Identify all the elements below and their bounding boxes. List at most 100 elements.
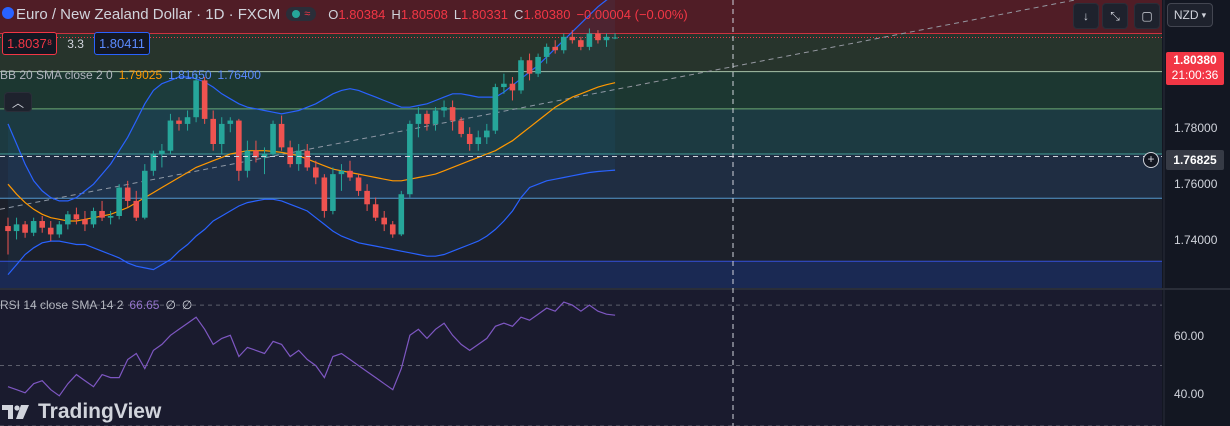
candle-body — [381, 217, 387, 225]
chevron-down-icon: ▾ — [1201, 9, 1207, 20]
candle-body — [398, 194, 405, 235]
candle-body — [355, 177, 362, 191]
bb-upper-value: 1.81650 — [168, 68, 212, 82]
tradingview-logo-icon — [2, 405, 29, 419]
candle-body — [201, 80, 208, 119]
candle-body — [270, 123, 276, 155]
candle-body — [47, 227, 54, 235]
candle-body — [321, 177, 328, 211]
candle-body — [287, 147, 293, 165]
bb-fill — [8, 0, 616, 275]
add-alert-button[interactable]: + — [1143, 152, 1159, 168]
candle-body — [236, 120, 242, 171]
maximize-icon: ▢ — [1141, 9, 1153, 23]
candle-body — [142, 170, 148, 218]
rsi-name: RSI 14 close SMA 14 2 — [0, 298, 124, 312]
plus-circle-icon: + — [1147, 152, 1155, 166]
candle-body — [99, 210, 105, 218]
candle-body — [313, 167, 319, 178]
spread-value: 3.3 — [67, 36, 84, 51]
current-price-value: 1.80380 — [1173, 53, 1217, 67]
price-zone — [0, 0, 1162, 34]
candle-body — [492, 87, 499, 131]
candle-body — [193, 80, 199, 118]
candle-body — [526, 60, 533, 74]
rsi-legend[interactable]: RSI 14 close SMA 14 2 66.65 ∅ ∅ — [0, 298, 192, 312]
candle-body — [603, 36, 610, 41]
candle-body — [82, 219, 88, 225]
arrow-down-icon: ↓ — [1083, 9, 1089, 23]
trade-panel: 1.8037⁸ 3.3 1.80411 — [2, 32, 150, 55]
symbol-icon[interactable] — [2, 7, 14, 19]
candle-body — [535, 56, 541, 74]
price-axis-label: 1.74000 — [1174, 233, 1218, 247]
currency-button[interactable]: NZD ▾ — [1167, 3, 1213, 27]
current-price-label: 1.80380 21:00:36 — [1166, 52, 1224, 85]
candle-body — [22, 224, 28, 233]
candle-body — [475, 137, 482, 144]
candle-body — [210, 118, 216, 144]
candle-body — [552, 46, 558, 51]
candle-body — [90, 210, 97, 225]
bb-lower-line — [7, 169, 616, 275]
candle-body — [150, 154, 157, 171]
tradingview-logo[interactable]: TradingView — [2, 400, 161, 424]
candle-body — [65, 214, 71, 225]
candle-body — [116, 187, 122, 216]
sell-button[interactable]: 1.8037⁸ — [2, 32, 58, 55]
candle-body — [133, 200, 140, 218]
rsi-value: 66.65 — [129, 298, 160, 312]
candle-body — [30, 221, 37, 233]
candle-body — [389, 224, 396, 235]
rsi-axis-label: 60.00 — [1174, 329, 1205, 343]
bb-legend[interactable]: BB 20 SMA close 2 0 1.79025 1.81650 1.76… — [0, 68, 261, 82]
candle-body — [330, 174, 336, 211]
rsi-empty-2: ∅ — [181, 298, 193, 312]
buy-button[interactable]: 1.80411 — [93, 32, 150, 55]
scroll-down-button[interactable]: ↓ — [1073, 3, 1099, 29]
maximize-button[interactable]: ▢ — [1134, 3, 1160, 29]
collapse-legend-button[interactable]: ︿ — [4, 92, 32, 112]
candle-body — [466, 133, 473, 144]
market-open-dot-icon — [292, 10, 301, 18]
market-status[interactable]: ≈ — [286, 7, 317, 21]
candle-body — [124, 187, 131, 201]
price-zone — [0, 154, 1162, 199]
price-zone — [0, 198, 1162, 262]
price-zone — [0, 261, 1162, 288]
candle-body — [424, 113, 430, 124]
candle-body — [509, 83, 516, 91]
candle-body — [595, 33, 601, 41]
candle-body — [484, 130, 490, 138]
candle-body — [304, 150, 311, 168]
candle-body — [73, 214, 80, 220]
candle-body — [56, 224, 63, 235]
bb-basis-line — [7, 82, 616, 222]
candle-body — [347, 170, 353, 178]
crosshair-price-label: 1.76825 — [1166, 150, 1224, 170]
candle-body — [560, 36, 567, 51]
rsi-background — [0, 290, 1162, 426]
candle-body — [218, 123, 225, 144]
fullscreen-button[interactable]: ⤡ — [1102, 3, 1128, 29]
rsi-axis-label: 40.00 — [1174, 387, 1205, 401]
candle-body — [338, 170, 345, 175]
candle-body — [458, 120, 464, 134]
symbol-title[interactable]: Euro / New Zealand Dollar · 1D · FXCM — [16, 5, 281, 23]
collapse-icon: ⤡ — [1110, 8, 1120, 23]
candle-body — [253, 150, 259, 158]
crosshair — [0, 0, 1162, 426]
candle-body — [184, 117, 191, 124]
trend-line — [0, 0, 1076, 210]
candle-body — [227, 120, 234, 124]
candle-body — [441, 107, 447, 111]
candle-body — [578, 40, 584, 47]
candle-body — [107, 216, 114, 218]
rsi-empty-1: ∅ — [165, 298, 176, 312]
candle-body — [176, 120, 182, 124]
candle-body — [159, 150, 165, 155]
candle-body — [295, 150, 302, 165]
logo-text: TradingView — [38, 400, 162, 423]
